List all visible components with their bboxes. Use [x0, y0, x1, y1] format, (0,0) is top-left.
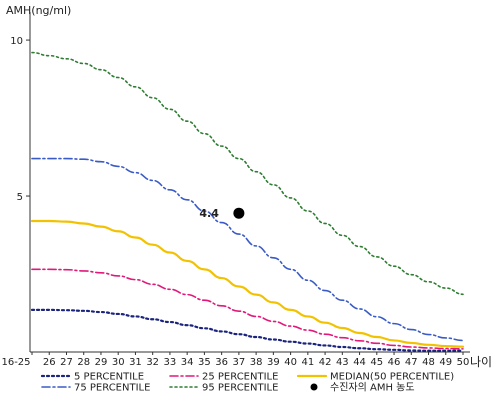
legend-entry: 75 PERCENTILE	[74, 383, 150, 394]
series-line	[31, 157, 464, 342]
x-tick-label: 49	[439, 357, 452, 368]
legend-entry: 95 PERCENTILE	[202, 383, 278, 394]
legend-entry: 25 PERCENTILE	[202, 372, 278, 383]
x-axis-label: 나이	[470, 355, 492, 369]
y-tick-label: 10	[10, 36, 23, 47]
chart-markers: 4.4	[199, 207, 245, 220]
legend-entry: MEDIAN(50 PERCENTILE)	[330, 372, 454, 383]
x-tick-label: 50	[457, 357, 470, 368]
x-tick-label: 26	[43, 357, 56, 368]
x-tick-label: 41	[301, 357, 314, 368]
series-line	[31, 268, 464, 350]
legend-entry: 수진자의 AMH 농도	[330, 382, 415, 394]
patient-marker-value: 4.4	[199, 207, 219, 220]
patient-marker-dot	[233, 207, 245, 219]
x-tick-label: 30	[112, 357, 125, 368]
x-tick-label: 47	[405, 357, 418, 368]
x-tick-label: 42	[319, 357, 332, 368]
x-tick-label: 43	[336, 357, 349, 368]
x-tick-label: 27	[60, 357, 73, 368]
y-axis-label: AMH(ng/ml)	[6, 4, 71, 17]
y-tick-label: 5	[17, 192, 23, 203]
x-tick-label: 48	[422, 357, 435, 368]
x-tick-label: 38	[250, 357, 263, 368]
x-tick-label: 39	[267, 357, 280, 368]
x-tick-label: 45	[370, 357, 383, 368]
x-tick-label: 36	[215, 357, 228, 368]
x-tick-label: 40	[284, 357, 297, 368]
x-tick-label: 37	[233, 357, 246, 368]
x-tick-label: 46	[388, 357, 401, 368]
x-tick-label: 33	[164, 357, 177, 368]
x-tick-label: 34	[181, 357, 194, 368]
chart-series	[30, 51, 465, 352]
legend-entry: 5 PERCENTILE	[74, 372, 144, 383]
series-line	[30, 308, 465, 352]
chart-axes: AMH(ng/ml) 나이 10 5 16-25 26 27 28 29 30 31 32 33 34 35…	[1, 4, 492, 369]
series-line	[30, 219, 465, 348]
x-tick-label: 31	[129, 357, 142, 368]
chart-legend: 5 PERCENTILE 25 PERCENTILE MEDIAN(50 PERCE…	[40, 372, 454, 394]
legend-marker-dot	[310, 383, 318, 391]
x-tick-label: 28	[77, 357, 90, 368]
x-tick-label: 35	[198, 357, 211, 368]
x-tick-label: 32	[146, 357, 159, 368]
series-line	[31, 51, 464, 296]
x-tick-label: 16-25	[1, 357, 30, 368]
x-tick-label: 44	[353, 357, 366, 368]
x-tick-label: 29	[95, 357, 108, 368]
